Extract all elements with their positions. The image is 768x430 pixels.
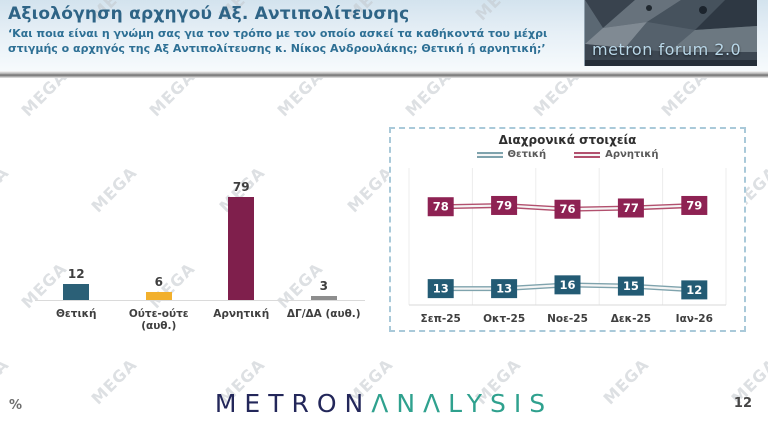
header-divider bbox=[0, 71, 768, 78]
timeseries-legend: Θετική Αρνητική bbox=[391, 149, 744, 160]
legend-label: Αρνητική bbox=[605, 149, 659, 160]
legend-label: Θετική bbox=[507, 149, 547, 160]
bar-value-label: 79 bbox=[232, 180, 250, 195]
metron-analysis-logo: METRONΛNΛLYSIS bbox=[0, 389, 768, 418]
data-label-box bbox=[681, 195, 708, 215]
bar-category-axis: Θετική Ούτε-ούτε (αυθ.) Αρνητική ΔΓ/ΔΑ (αυθ… bbox=[35, 301, 365, 332]
faceted-photo-background bbox=[585, 0, 757, 66]
bar bbox=[228, 197, 255, 300]
bar-value-label: 6 bbox=[154, 275, 163, 290]
data-label-box bbox=[427, 279, 454, 299]
x-tick-label: Δεκ-25 bbox=[611, 313, 651, 325]
bar bbox=[145, 292, 172, 300]
bar-category-label: ΔΓ/ΔΑ (αυθ.) bbox=[286, 308, 361, 320]
data-label-value: 79 bbox=[496, 198, 512, 212]
survey-question-subtitle: ‘Και ποια είναι η γνώμη σας για τον τρόπ… bbox=[8, 27, 548, 55]
data-label-value: 13 bbox=[433, 282, 449, 296]
mega-watermark: MEGA bbox=[0, 162, 13, 217]
header: Αξιολόγηση αρχηγού Αξ. Αντιπολίτευσης ‘Κ… bbox=[8, 4, 560, 57]
bar bbox=[310, 296, 337, 300]
bar-column: 79 bbox=[200, 180, 283, 300]
page-title: Αξιολόγηση αρχηγού Αξ. Αντιπολίτευσης bbox=[8, 4, 410, 24]
metron-forum-logo: metron forum 2.0 bbox=[584, 0, 757, 66]
bar-value-label: 12 bbox=[67, 267, 85, 282]
data-label-box bbox=[681, 280, 708, 300]
metron-analysis-logo-metron: METRON bbox=[214, 389, 372, 418]
data-label-box bbox=[617, 198, 644, 218]
bar-plot-area: 12 6 79 3 bbox=[35, 158, 365, 301]
data-label-box bbox=[427, 197, 454, 217]
bar-column: 3 bbox=[283, 279, 366, 300]
evaluation-bar-chart: 12 6 79 3 Θετική Ούτε-ούτε (αυθ.) Αρνητική ΔΓ/… bbox=[35, 158, 365, 332]
metron-analysis-logo-analysis: ΛNΛLYSIS bbox=[371, 389, 554, 418]
data-label-box bbox=[491, 279, 518, 299]
data-label-value: 13 bbox=[496, 282, 512, 296]
legend-item: Αρνητική bbox=[574, 149, 658, 160]
x-tick-label: Νοε-25 bbox=[547, 313, 588, 325]
data-label-box bbox=[554, 275, 581, 295]
timeseries-line-chart: 13 13 16 15 12 78 79 76 77 79 Σεπ-25 Οκτ-25 Νοε-25 Δε… bbox=[408, 168, 727, 325]
data-label-box bbox=[491, 195, 518, 215]
data-label-value: 15 bbox=[623, 279, 639, 293]
bar-category-label: Ούτε-ούτε (αυθ.) bbox=[128, 308, 189, 332]
legend-line-swatch bbox=[476, 151, 503, 158]
data-label-value: 78 bbox=[433, 200, 449, 214]
data-label-value: 12 bbox=[686, 283, 702, 297]
x-tick-label: Οκτ-25 bbox=[483, 313, 525, 325]
data-label-value: 77 bbox=[623, 201, 639, 215]
bar bbox=[63, 284, 90, 300]
page-number: 12 bbox=[733, 396, 752, 411]
bar-column: 6 bbox=[118, 275, 201, 300]
data-label-value: 16 bbox=[559, 278, 575, 292]
percent-unit-label: % bbox=[9, 398, 23, 413]
x-tick-label: Ιαν-26 bbox=[676, 313, 713, 325]
metron-forum-logo-text: metron forum 2.0 bbox=[592, 40, 742, 59]
data-label-value: 79 bbox=[686, 198, 702, 212]
timeseries-panel: Διαχρονικά στοιχεία Θετική Αρνητική 13 13 1… bbox=[389, 127, 746, 332]
legend-item: Θετική bbox=[476, 149, 547, 160]
bar-column: 12 bbox=[35, 267, 118, 300]
bar-value-label: 3 bbox=[319, 279, 328, 294]
timeseries-title: Διαχρονικά στοιχεία bbox=[498, 133, 637, 147]
bar-category-label: Αρνητική bbox=[213, 308, 270, 320]
legend-line-swatch bbox=[574, 151, 601, 158]
x-tick-label: Σεπ-25 bbox=[421, 313, 461, 325]
bar-category-label: Θετική bbox=[56, 308, 97, 320]
data-label-value: 76 bbox=[559, 202, 575, 216]
data-label-box bbox=[617, 276, 644, 296]
data-label-box bbox=[554, 199, 581, 219]
